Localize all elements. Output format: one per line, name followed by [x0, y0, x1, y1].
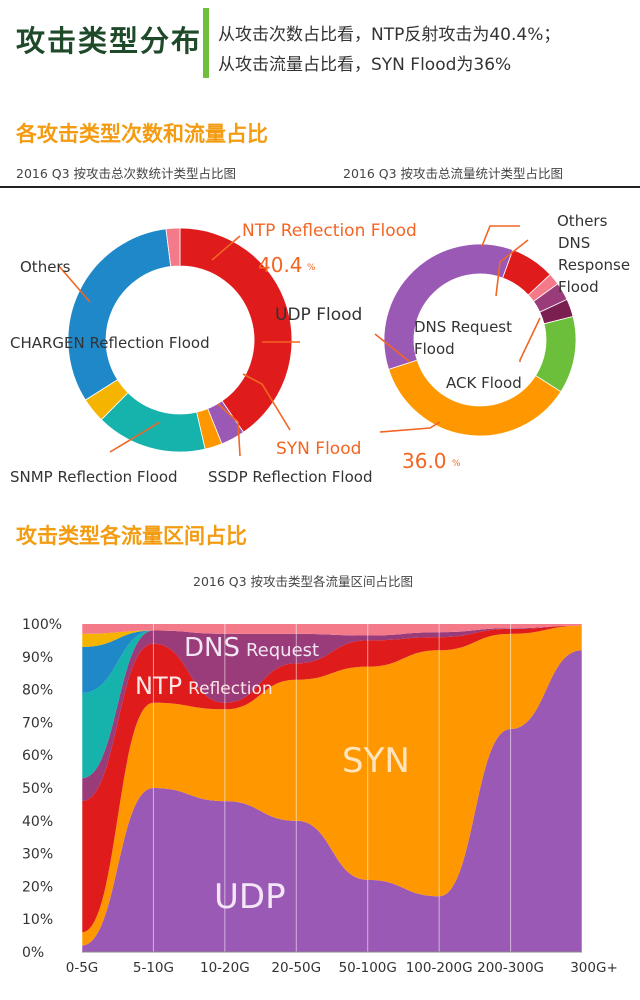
- area-chart: 0% 10% 20% 30% 40% 50% 60% 70% 80% 90% 100% 0-5G 5-1…: [22, 617, 618, 976]
- donut-1-label-ntp: NTP Reflection Flood: [242, 221, 417, 241]
- callout-line: [211, 235, 241, 261]
- area-x-tick: 0-5G: [66, 960, 99, 976]
- area-series-label: SYN: [342, 741, 410, 781]
- area-series-ssdp: [82, 625, 582, 779]
- area-x-tick: 5-10G: [133, 960, 174, 976]
- donut-2-label-dns-request-2: Flood: [414, 340, 455, 358]
- area-y-tick: 90%: [22, 650, 53, 666]
- area-y-tick: 60%: [22, 748, 53, 764]
- donut-2-subtitle: 2016 Q3 按攻击总流量统计类型占比图: [343, 166, 564, 181]
- callout-line: [379, 421, 441, 433]
- area-y-tick: 50%: [22, 781, 53, 797]
- donut-1-slice-chargen-reflection-flood: [67, 228, 172, 401]
- section-1-title: 各攻击类型次数和流量占比: [16, 122, 268, 146]
- donut-1-label-snmp: SNMP Reflection Flood: [10, 468, 178, 486]
- callout-line: [217, 403, 241, 457]
- area-series-ntp-reflection: [82, 625, 582, 933]
- area-y-tick: 30%: [22, 847, 53, 863]
- donut-callouts: NTP Reflection Flood 40.4 % Others UDP Flood…: [10, 212, 630, 486]
- donut-2-label-dns-response-2: Response: [558, 256, 630, 274]
- area-chart-title: 2016 Q3 按攻击类型各流量区间占比图: [193, 574, 414, 589]
- area-y-tick: 10%: [22, 912, 53, 928]
- header-accent-bar: [203, 8, 209, 78]
- area-x-tick: 200-300G: [477, 960, 544, 976]
- area-x-tick: 300G+: [570, 960, 618, 976]
- donut-2-slice-syn-flood: [388, 359, 562, 437]
- callout-line: [481, 225, 520, 247]
- donut-2-label-dns-response-3: Flood: [558, 278, 599, 296]
- header-summary-line-1: 从攻击次数占比看，NTP反射攻击为40.4%；: [218, 25, 561, 45]
- donut-1-label-syn: SYN Flood: [276, 439, 361, 459]
- area-y-tick: 80%: [22, 683, 53, 699]
- header-summary-line-2: 从攻击流量占比看，SYN Flood为36%: [218, 55, 512, 75]
- donut-1: [67, 227, 293, 453]
- area-series-label: NTP Reflection: [135, 672, 273, 700]
- section-2-title: 攻击类型各流量区间占比: [16, 524, 247, 548]
- area-x-tick: 20-50G: [271, 960, 321, 976]
- area-x-tick: 50-100G: [339, 960, 397, 976]
- donut-2-label-others: Others: [557, 212, 608, 230]
- donut-1-subtitle: 2016 Q3 按攻击总次数统计类型占比图: [16, 166, 237, 181]
- area-x-tick: 10-20G: [200, 960, 250, 976]
- area-y-tick: 70%: [22, 715, 53, 731]
- area-y-tick: 20%: [22, 879, 53, 895]
- section-divider: [0, 186, 640, 188]
- donut-2: [383, 243, 577, 437]
- callout-line: [109, 421, 161, 453]
- donut-charts: NTP Reflection Flood 40.4 % Others UDP Flood…: [10, 212, 630, 486]
- callout-line: [57, 264, 91, 303]
- donut-2-label-ack: ACK Flood: [446, 374, 522, 392]
- donut-1-highlight-value: 40.4: [258, 253, 303, 277]
- area-series-syn: [82, 625, 582, 946]
- callout-line: [242, 373, 291, 431]
- donut-2-label-dns-response-1: DNS: [558, 234, 590, 252]
- donut-1-slice-others: [165, 227, 181, 268]
- area-x-tick: 100-200G: [406, 960, 473, 976]
- callout-line: [495, 239, 529, 297]
- area-series-dns-request: [82, 625, 582, 802]
- callout-line: [374, 333, 411, 363]
- area-y-tick: 40%: [22, 814, 53, 830]
- donut-1-label-udp: UDP Flood: [275, 305, 362, 325]
- donut-1-label-chargen: CHARGEN Reflection Flood: [10, 334, 210, 352]
- area-series-udp: [82, 650, 582, 952]
- area-series-others: [82, 624, 582, 636]
- donut-1-label-others: Others: [20, 258, 71, 276]
- donut-2-highlight-value: 36.0: [402, 449, 447, 473]
- page-title: 攻击类型分布: [16, 24, 203, 58]
- area-series-label: UDP: [214, 877, 286, 917]
- donut-2-label-dns-request-1: DNS Request: [414, 318, 512, 336]
- donut-2-slice-udp-flood: [383, 243, 514, 370]
- donut-1-slice-ntp-reflection-flood: [179, 227, 293, 433]
- donut-1-highlight-unit: %: [307, 263, 316, 273]
- area-y-tick: 100%: [22, 617, 62, 633]
- page-header: 攻击类型分布 从攻击次数占比看，NTP反射攻击为40.4%； 从攻击流量占比看，…: [0, 0, 640, 82]
- area-y-tick: 0%: [22, 945, 44, 961]
- callout-line: [519, 317, 541, 362]
- donut-2-highlight-unit: %: [452, 459, 461, 469]
- donut-1-label-ssdp: SSDP Reflection Flood: [208, 468, 372, 486]
- area-series-label: DNS Request: [184, 633, 319, 663]
